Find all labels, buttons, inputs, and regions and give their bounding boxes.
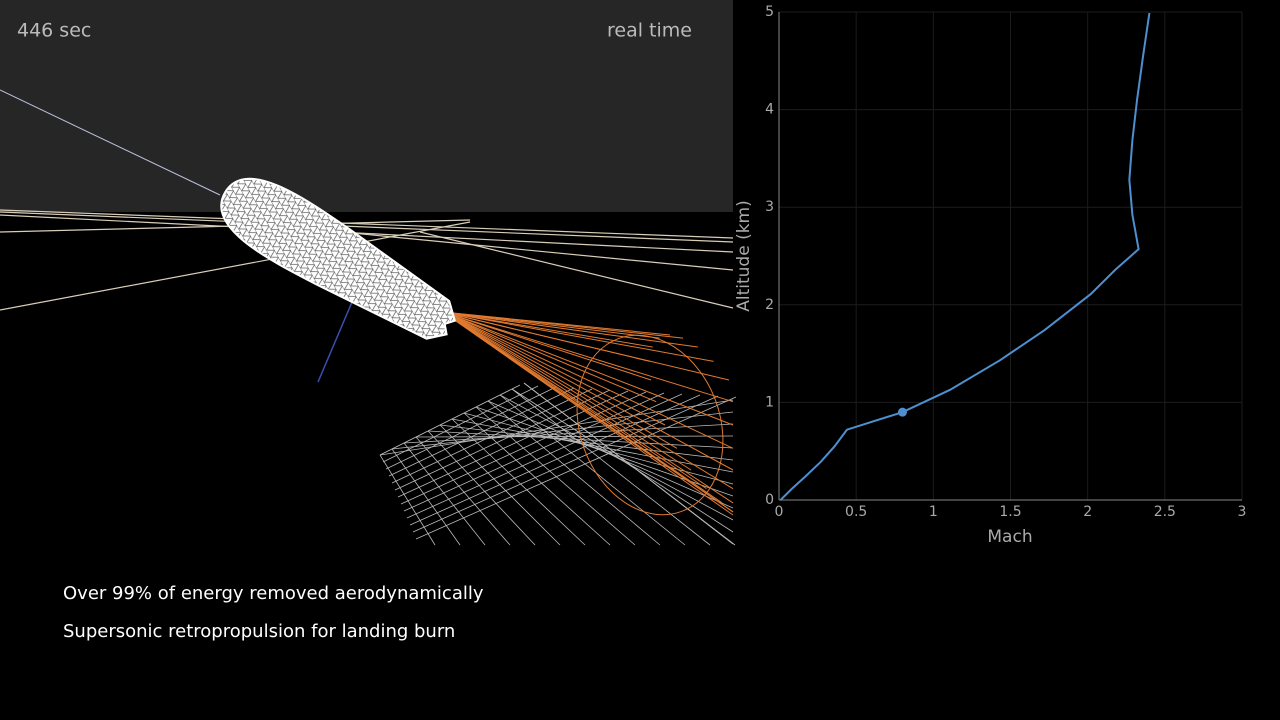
y-axis-label: Altitude (km) (734, 200, 754, 312)
plume-line (442, 311, 730, 381)
ground-line (403, 392, 665, 512)
plume-line (442, 311, 652, 381)
mode-label: real time (607, 20, 692, 42)
ground-line (388, 387, 575, 477)
ground-line (499, 394, 686, 546)
plume-line (442, 311, 698, 348)
ground-line (415, 436, 511, 546)
horizon-lines (0, 209, 734, 311)
plume-rim (576, 334, 724, 516)
vehicle (220, 177, 457, 340)
ground-line (385, 386, 557, 470)
plume (442, 311, 734, 516)
ground-line (451, 418, 734, 473)
ground-line (499, 394, 734, 521)
x-tick-label: 1 (929, 504, 938, 520)
plume-line (442, 311, 692, 471)
plume-line (442, 311, 723, 504)
ground-line (523, 382, 734, 545)
ground-line (487, 400, 661, 546)
y-tick-label: 5 (765, 4, 774, 20)
trajectory-line (0, 89, 221, 196)
ground-line (415, 396, 737, 540)
plume-line (442, 311, 734, 471)
x-axis-label: Mach (987, 527, 1032, 547)
x-tick-label: 0.5 (845, 504, 867, 520)
x-tick-label: 0 (775, 504, 784, 520)
ground-line (415, 435, 734, 438)
plume-line (442, 311, 734, 490)
y-tick-label: 4 (765, 102, 774, 118)
ground-line (406, 393, 683, 519)
ground-line (379, 454, 436, 546)
ground-line (403, 442, 486, 546)
ground-line (463, 412, 734, 485)
plume-line (442, 311, 734, 449)
y-tick-label: 0 (765, 492, 774, 508)
x-tick-label: 2.5 (1154, 504, 1176, 520)
plume-line (442, 311, 707, 490)
y-tick-label: 3 (765, 199, 774, 215)
ground-line (412, 395, 719, 533)
plume-line (442, 311, 653, 348)
plume-line (442, 311, 734, 426)
y-tick-label: 2 (765, 297, 774, 313)
y-tick-label: 1 (765, 394, 774, 410)
ground-line (511, 388, 711, 546)
caption: Supersonic retropropulsion for landing b… (63, 621, 455, 642)
ground-line (427, 430, 536, 546)
plume-line (442, 311, 714, 362)
ground-line (439, 424, 734, 461)
line-series (779, 12, 1151, 501)
vector-line (317, 294, 356, 383)
render-scene (0, 0, 737, 546)
x-tick-label: 1.5 (999, 504, 1021, 520)
sky (0, 0, 733, 212)
plume-line (442, 311, 666, 426)
ground-line (379, 399, 734, 456)
caption: Over 99% of energy removed aerodynamical… (63, 583, 484, 604)
ground-line (475, 406, 636, 546)
plume-line (442, 311, 657, 403)
plume-line (442, 311, 684, 339)
ground-line (451, 418, 586, 546)
ground-line (409, 394, 701, 526)
x-tick-label: 2 (1083, 504, 1092, 520)
ground-line (379, 384, 521, 456)
time-label: 446 sec (17, 20, 91, 42)
ground-line (394, 389, 611, 491)
plume-line (442, 311, 734, 403)
ground-line (511, 388, 734, 533)
plume-line (442, 311, 678, 449)
ground-line (463, 412, 611, 546)
current-point (897, 407, 907, 417)
ground-line (391, 448, 461, 546)
x-tick-label: 3 (1238, 504, 1247, 520)
ground-line (391, 388, 593, 484)
